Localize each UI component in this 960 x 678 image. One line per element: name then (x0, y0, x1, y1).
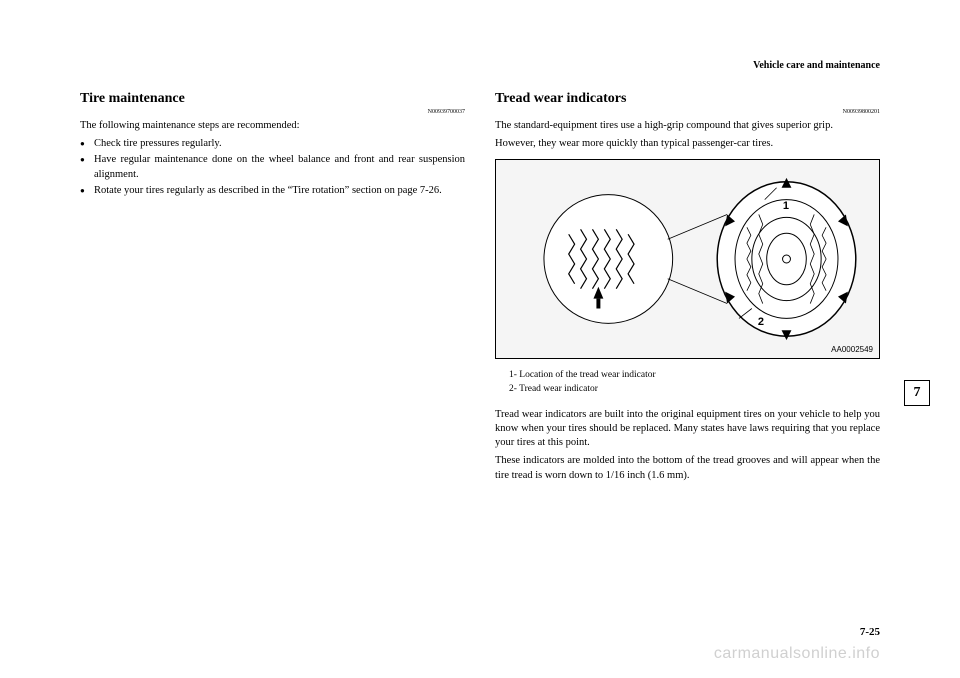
tread-wear-figure: 1 2 AA0002549 (495, 159, 880, 359)
figure-legend: 1- Location of the tread wear indicator … (509, 369, 880, 396)
right-p4: These indicators are molded into the bot… (495, 454, 880, 482)
right-title: Tread wear indicators (495, 91, 880, 107)
columns: Tire maintenance N00939700037 The follow… (80, 91, 880, 487)
header-section: Vehicle care and maintenance (80, 60, 880, 71)
chapter-tab: 7 (904, 380, 930, 406)
left-intro: The following maintenance steps are reco… (80, 119, 465, 133)
right-doc-code: N00939800201 (495, 109, 880, 115)
page-number: 7-25 (860, 626, 880, 638)
figure-svg (496, 160, 879, 358)
watermark: carmanualsonline.info (714, 645, 880, 663)
legend-1: 1- Location of the tread wear indicator (509, 369, 880, 382)
right-p3: Tread wear indicators are built into the… (495, 408, 880, 451)
bullet-1: Have regular maintenance done on the whe… (80, 153, 465, 181)
figure-label: AA0002549 (831, 345, 873, 354)
right-p1: The standard-equipment tires use a high-… (495, 119, 880, 133)
right-column: Tread wear indicators N00939800201 The s… (495, 91, 880, 487)
page: Vehicle care and maintenance Tire mainte… (0, 0, 960, 678)
left-column: Tire maintenance N00939700037 The follow… (80, 91, 465, 487)
legend-2: 2- Tread wear indicator (509, 383, 880, 396)
right-p2: However, they wear more quickly than typ… (495, 137, 880, 151)
bullet-0: Check tire pressures regularly. (80, 137, 465, 151)
bullet-2: Rotate your tires regularly as described… (80, 184, 465, 198)
left-doc-code: N00939700037 (80, 109, 465, 115)
figure-callout-1: 1 (783, 200, 789, 212)
figure-callout-2: 2 (758, 316, 764, 328)
left-title: Tire maintenance (80, 91, 465, 107)
